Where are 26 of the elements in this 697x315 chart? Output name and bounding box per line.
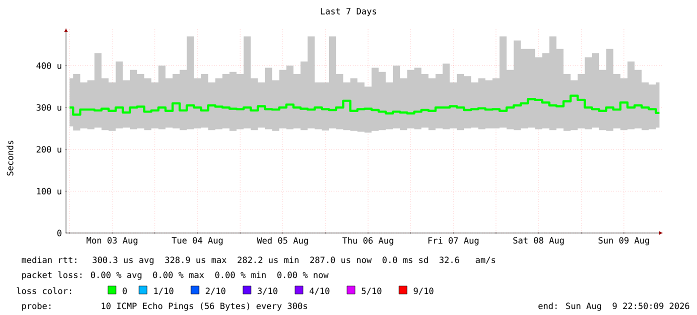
x-tick-label: Wed 05 Aug — [256, 237, 308, 246]
y-tick-label: 400 u — [36, 62, 62, 69]
y-tick-label: 100 u — [37, 188, 62, 194]
y-tick-label: 300 u — [36, 104, 62, 111]
text: packet loss: 0.00 % avg 0.00 % max 0.00 % min 0.00 % now — [22, 271, 329, 280]
legend-label: 3/10 — [258, 288, 278, 295]
x-tick-label: Sat 08 Aug — [513, 237, 564, 246]
legend-label: 1/10 — [154, 288, 174, 295]
y-tick-label: 200 u — [36, 146, 62, 153]
y-axis-title: Seconds — [6, 140, 14, 176]
text: median rtt: 300.3 us avg 328.9 us max 282.2 us min 287.0 us now 0.0 ms sd 32.6 am/s — [22, 256, 496, 265]
legend-label: 2/10 — [206, 288, 226, 295]
x-tick-label: Tue 04 Aug — [172, 237, 223, 246]
legend-title: loss color: — [16, 287, 72, 294]
x-tick-label: Fri 07 Aug — [428, 237, 478, 246]
text: probe: 10 ICMP Echo Pings (56 Bytes) every 300s — [22, 302, 308, 311]
x-tick-label: Thu 06 Aug — [342, 237, 394, 246]
legend-label: 0 — [122, 288, 127, 294]
chart-title: Last 7 Days — [320, 8, 376, 16]
y-tick-label: 0 — [57, 230, 62, 236]
x-tick-label: Sun 09 Aug — [598, 237, 650, 246]
legend-label: 4/10 — [310, 288, 330, 295]
x-tick-label: Mon 03 Aug — [86, 237, 138, 246]
text: end: Sun Aug 9 22:50:09 2026 — [538, 302, 690, 311]
legend-label: 9/10 — [414, 288, 434, 295]
legend-label: 5/10 — [362, 288, 382, 295]
